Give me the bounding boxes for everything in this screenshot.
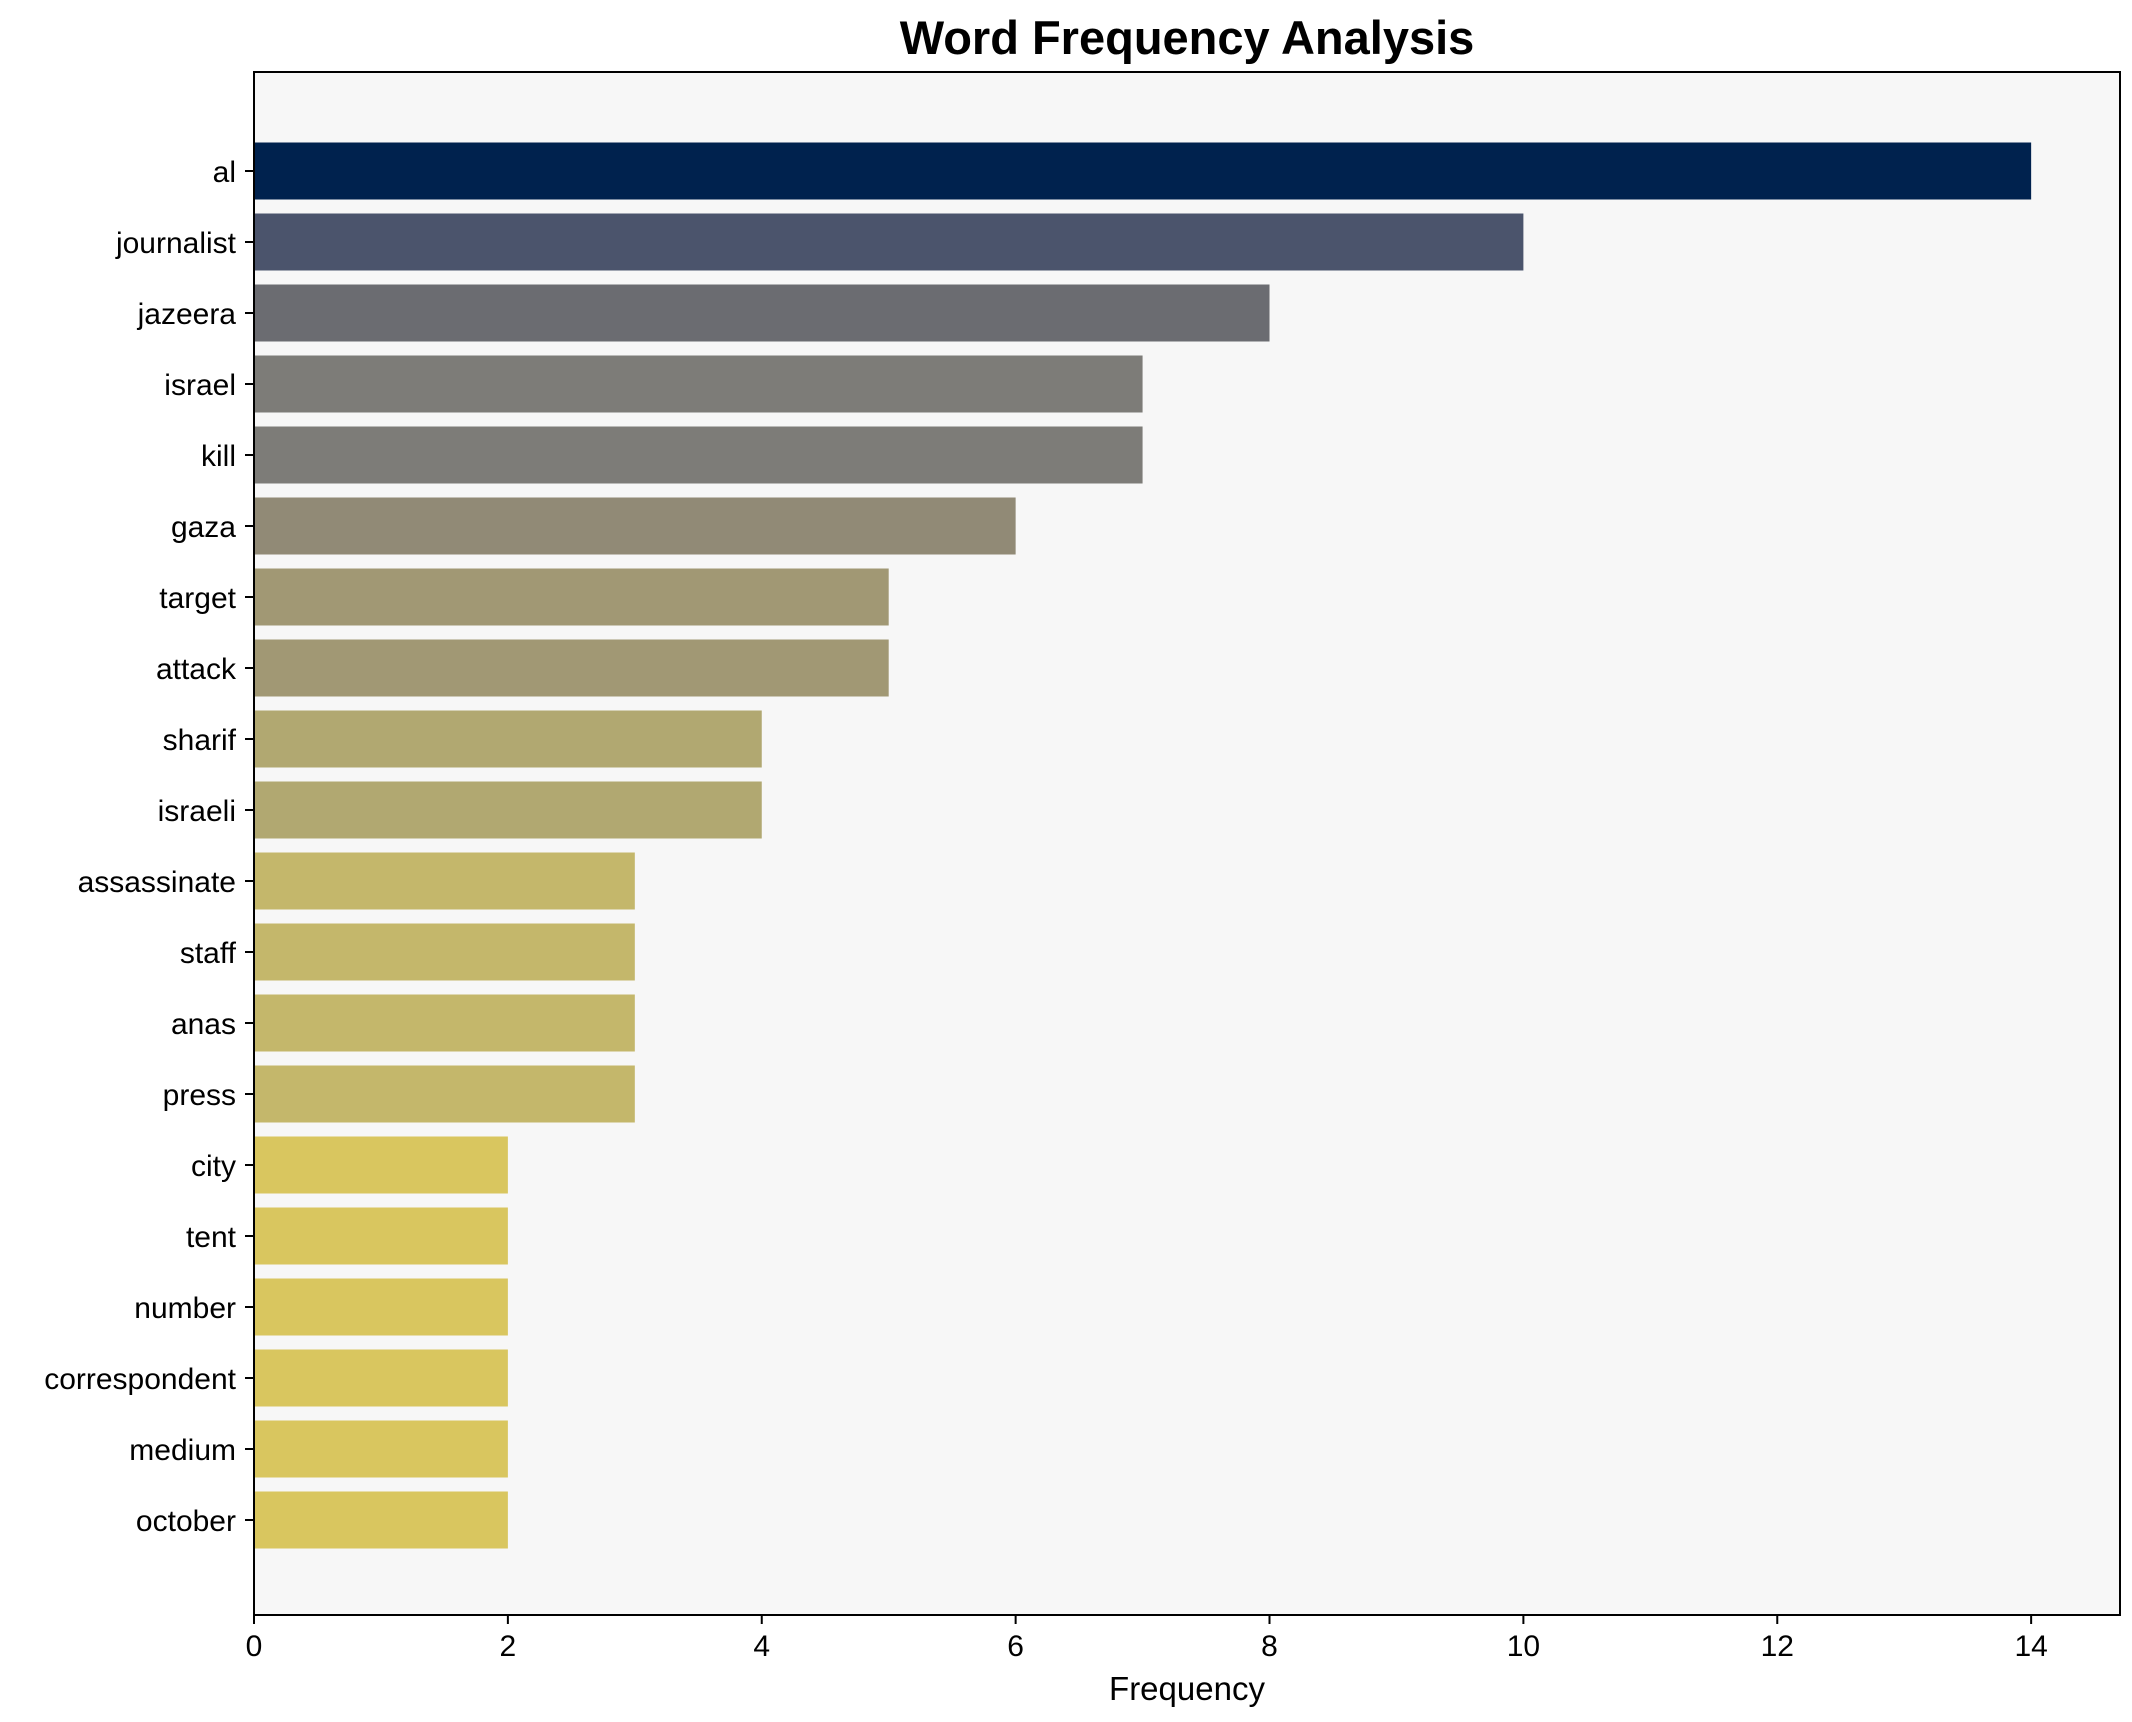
bar-number <box>254 1278 508 1336</box>
y-tick-label: assassinate <box>78 866 236 899</box>
y-tick-label: jazeera <box>137 298 237 331</box>
y-tick-label: correspondent <box>44 1363 236 1396</box>
plot-frame <box>253 71 2121 1616</box>
x-axis: 0 2 4 6 8 10 12 14 <box>246 1615 2048 1663</box>
bar-target <box>254 568 889 626</box>
y-tick-label: al <box>213 156 236 189</box>
bar-anas <box>254 994 635 1052</box>
bars-layer <box>254 142 2032 1549</box>
y-tick-label: target <box>159 582 236 615</box>
y-tick-label: press <box>163 1079 236 1112</box>
bar-al <box>254 142 2032 200</box>
x-tick-label: 0 <box>246 1630 263 1663</box>
bar-journalist <box>254 213 1524 271</box>
x-tick-label: 12 <box>1761 1630 1794 1663</box>
bar-assassinate <box>254 852 635 910</box>
y-tick-label: sharif <box>163 724 237 757</box>
y-tick-label: number <box>134 1292 236 1325</box>
bar-press <box>254 1065 635 1123</box>
y-tick-label: gaza <box>171 511 236 544</box>
x-tick-label: 6 <box>1007 1630 1024 1663</box>
bar-gaza <box>254 497 1016 555</box>
y-tick-label: anas <box>171 1008 236 1041</box>
bar-israel <box>254 355 1143 413</box>
y-tick-label: tent <box>186 1221 237 1254</box>
x-tick-label: 10 <box>1507 1630 1540 1663</box>
bar-staff <box>254 923 635 981</box>
bar-jazeera <box>254 284 1270 342</box>
y-tick-label: october <box>136 1505 236 1538</box>
chart-title: Word Frequency Analysis <box>900 11 1475 64</box>
bar-correspondent <box>254 1349 508 1407</box>
y-tick-label: city <box>191 1150 236 1183</box>
x-tick-label: 4 <box>753 1630 770 1663</box>
bar-tent <box>254 1207 508 1265</box>
bar-attack <box>254 639 889 697</box>
y-tick-label: israeli <box>158 795 236 828</box>
x-axis-label: Frequency <box>1109 1670 1265 1707</box>
bar-october <box>254 1491 508 1549</box>
bar-kill <box>254 426 1143 484</box>
y-tick-label: kill <box>201 440 236 473</box>
x-tick-label: 14 <box>2014 1630 2047 1663</box>
y-tick-label: medium <box>129 1434 236 1467</box>
x-tick-label: 8 <box>1261 1630 1278 1663</box>
bar-medium <box>254 1420 508 1478</box>
y-tick-label: staff <box>180 937 237 970</box>
x-tick-label: 2 <box>500 1630 517 1663</box>
y-tick-label: journalist <box>115 227 237 260</box>
bar-city <box>254 1136 508 1194</box>
y-axis: al journalist jazeera israel kill gaza target a… <box>44 156 254 1538</box>
bar-sharif <box>254 710 762 768</box>
bar-israeli <box>254 781 762 839</box>
y-tick-label: attack <box>156 653 237 686</box>
y-tick-label: israel <box>164 369 236 402</box>
